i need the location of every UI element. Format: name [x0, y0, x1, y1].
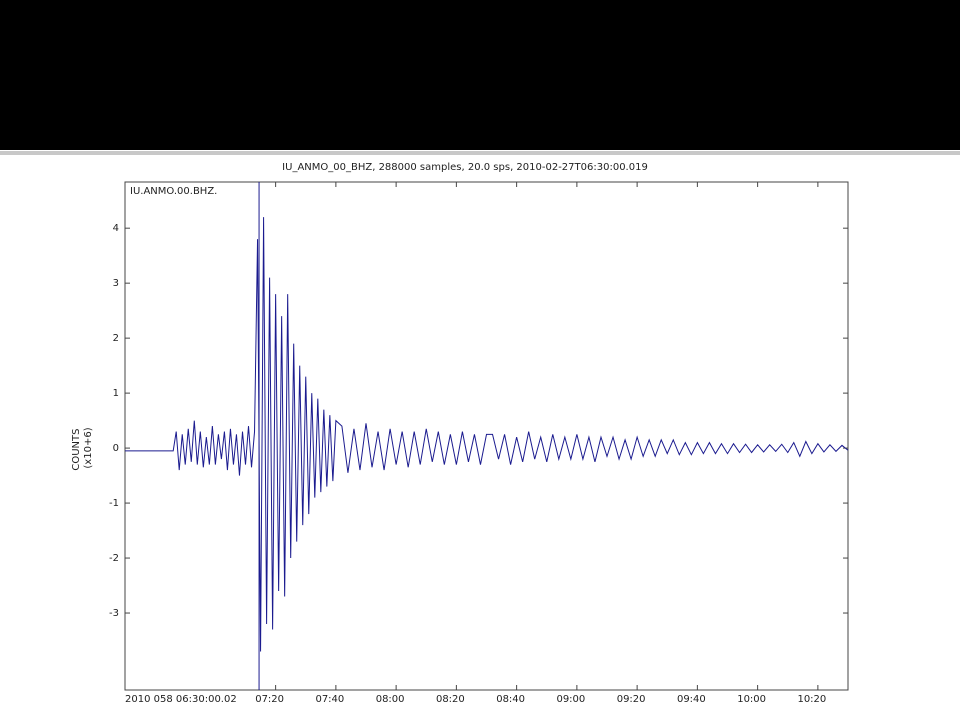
annotation: IU.ANMO.00.BHZ.: [130, 186, 217, 197]
seismic-trace: [125, 217, 849, 652]
x-tick-label: 07:20: [255, 694, 284, 705]
x-tick-label: 10:20: [797, 694, 826, 705]
y-tick-label: 1: [113, 388, 119, 399]
x-tick-label: 2010 058 06:30:00.02: [125, 694, 237, 705]
y-tick-label: -3: [109, 608, 119, 619]
plot-frame: [124, 181, 849, 691]
x-tick-label: 08:20: [436, 694, 465, 705]
x-tick-label: 07:40: [315, 694, 344, 705]
header-band: [0, 0, 960, 150]
y-tick-label: -1: [109, 498, 119, 509]
y-tick-label: -2: [109, 553, 119, 564]
y-tick-label: 2: [113, 333, 119, 344]
y-tick-label: 3: [113, 278, 119, 289]
y-tick-label: 4: [113, 223, 119, 234]
chart-title: IU_ANMO_00_BHZ, 288000 samples, 20.0 sps…: [282, 162, 648, 173]
x-tick-label: 09:20: [617, 694, 646, 705]
x-tick-label: 08:00: [376, 694, 405, 705]
x-tick-label: 09:40: [677, 694, 706, 705]
x-tick-label: 10:00: [737, 694, 766, 705]
x-tick-label: 09:00: [556, 694, 585, 705]
x-tick-label: 08:40: [496, 694, 525, 705]
y-tick-label: 0: [113, 443, 119, 454]
y-axis-label-line: (x10+6): [83, 427, 94, 468]
divider: [0, 151, 960, 155]
y-axis-label-line: COUNTS: [71, 429, 82, 471]
y-axis-label: COUNTS (x10+6): [71, 425, 94, 470]
